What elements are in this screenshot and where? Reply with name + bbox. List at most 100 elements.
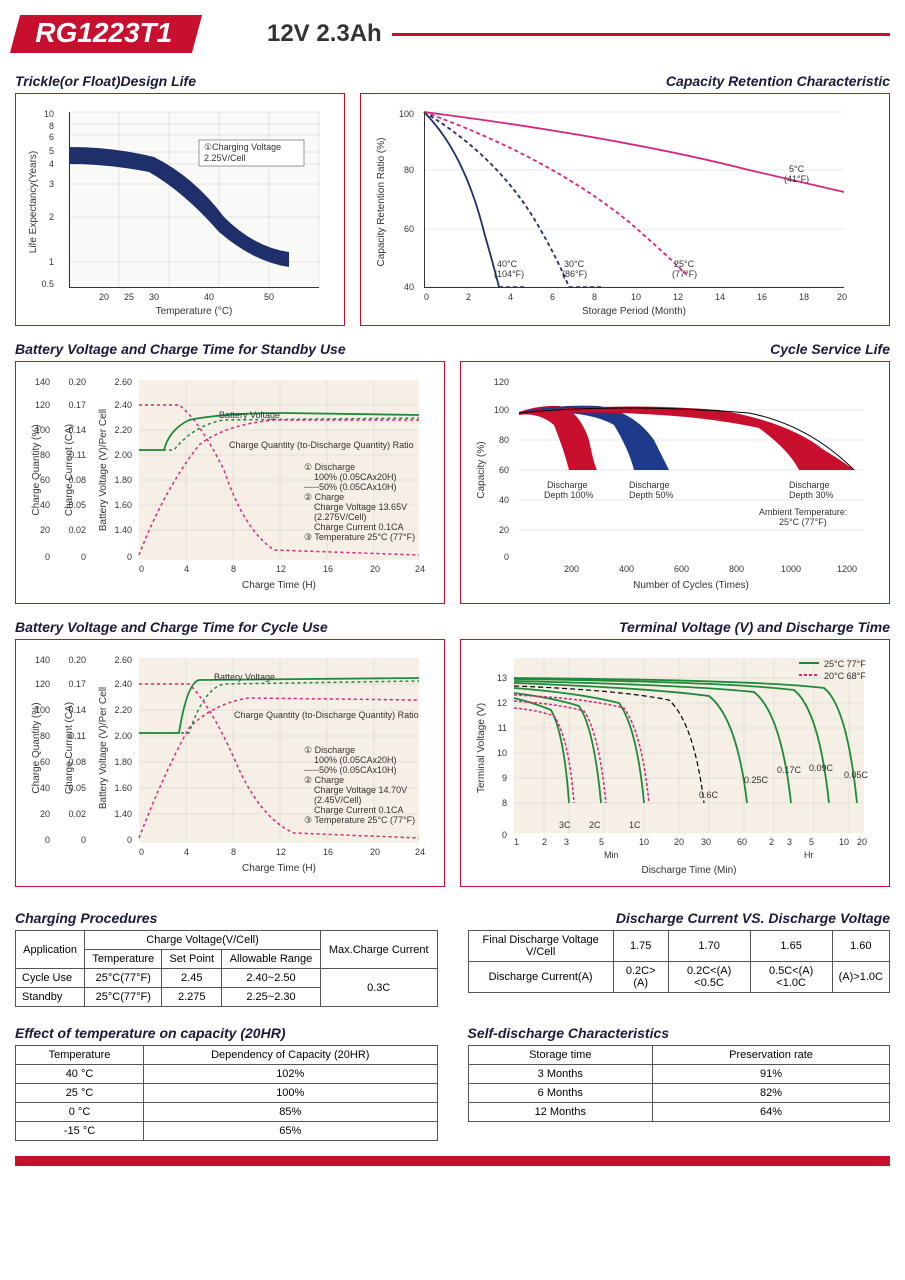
svg-text:Life Expectancy(Years): Life Expectancy(Years) — [28, 151, 39, 253]
svg-text:80: 80 — [40, 450, 50, 460]
svg-text:(41°F): (41°F) — [784, 174, 809, 184]
svg-text:Charge Time (H): Charge Time (H) — [242, 580, 316, 591]
svg-text:80: 80 — [404, 165, 414, 175]
svg-text:4: 4 — [184, 847, 189, 857]
svg-text:80: 80 — [40, 731, 50, 741]
svg-text:1.40: 1.40 — [114, 809, 132, 819]
header-line — [392, 33, 890, 36]
svg-text:0: 0 — [127, 552, 132, 562]
svg-text:Depth 50%: Depth 50% — [629, 490, 674, 500]
model-text: RG1223T1 — [35, 17, 172, 49]
svg-text:3: 3 — [49, 179, 54, 189]
svg-text:4: 4 — [184, 564, 189, 574]
svg-text:600: 600 — [674, 564, 689, 574]
svg-text:(104°F): (104°F) — [494, 269, 524, 279]
svg-text:Storage Period (Month): Storage Period (Month) — [582, 306, 686, 317]
svg-text:Number of Cycles (Times): Number of Cycles (Times) — [633, 580, 749, 591]
svg-text:2C: 2C — [589, 820, 601, 830]
svg-text:0.6C: 0.6C — [699, 790, 719, 800]
svg-text:20: 20 — [370, 564, 380, 574]
svg-text:100: 100 — [494, 405, 509, 415]
svg-text:3: 3 — [787, 837, 792, 847]
svg-text:Charge Current (CA): Charge Current (CA) — [64, 702, 75, 794]
svg-text:8: 8 — [49, 121, 54, 131]
svg-text:Battery Voltage: Battery Voltage — [219, 410, 280, 420]
svg-text:60: 60 — [40, 475, 50, 485]
svg-text:120: 120 — [494, 377, 509, 387]
svg-text:20: 20 — [499, 525, 509, 535]
svg-text:30: 30 — [701, 837, 711, 847]
svg-text:11: 11 — [498, 723, 507, 733]
svg-text:13: 13 — [497, 673, 507, 683]
svg-text:(2.275V/Cell): (2.275V/Cell) — [314, 512, 367, 522]
svg-text:Depth 100%: Depth 100% — [544, 490, 594, 500]
svg-text:12: 12 — [276, 847, 286, 857]
svg-text:1: 1 — [514, 837, 519, 847]
svg-text:3: 3 — [564, 837, 569, 847]
svg-text:30: 30 — [149, 292, 159, 302]
svg-text:10: 10 — [631, 292, 641, 302]
svg-text:Battery Voltage (V)/Per Cell: Battery Voltage (V)/Per Cell — [98, 409, 109, 531]
svg-text:8: 8 — [502, 798, 507, 808]
svg-text:③ Temperature 25°C (77°F): ③ Temperature 25°C (77°F) — [304, 532, 415, 542]
svg-text:0: 0 — [139, 564, 144, 574]
svg-text:20°C 68°F: 20°C 68°F — [824, 671, 866, 681]
svg-text:-----50% (0.05CAx10H): -----50% (0.05CAx10H) — [304, 765, 397, 775]
svg-text:0.02: 0.02 — [68, 525, 86, 535]
svg-text:(86°F): (86°F) — [562, 269, 587, 279]
svg-text:140: 140 — [35, 655, 50, 665]
svg-text:2.40: 2.40 — [114, 679, 132, 689]
svg-text:Charge Voltage 13.65V: Charge Voltage 13.65V — [314, 502, 407, 512]
svg-text:6: 6 — [49, 132, 54, 142]
svg-text:6: 6 — [550, 292, 555, 302]
svg-text:100: 100 — [35, 425, 50, 435]
svg-text:800: 800 — [729, 564, 744, 574]
svg-text:①Charging Voltage: ①Charging Voltage — [204, 142, 281, 152]
svg-text:30°C: 30°C — [564, 259, 585, 269]
svg-text:Temperature (°C): Temperature (°C) — [156, 306, 233, 317]
svg-text:18: 18 — [799, 292, 809, 302]
svg-text:② Charge: ② Charge — [304, 492, 344, 502]
svg-text:20: 20 — [40, 525, 50, 535]
svg-text:0.5: 0.5 — [41, 279, 54, 289]
svg-text:40: 40 — [204, 292, 214, 302]
svg-text:8: 8 — [231, 564, 236, 574]
svg-text:Discharge: Discharge — [789, 480, 830, 490]
svg-text:4: 4 — [508, 292, 513, 302]
svg-text:Charge Current 0.1CA: Charge Current 0.1CA — [314, 805, 404, 815]
svg-text:2.00: 2.00 — [114, 450, 132, 460]
svg-text:16: 16 — [757, 292, 767, 302]
table-title-temp: Effect of temperature on capacity (20HR) — [15, 1025, 438, 1041]
svg-text:16: 16 — [323, 847, 333, 857]
svg-text:25°C 77°F: 25°C 77°F — [824, 659, 866, 669]
svg-text:0.20: 0.20 — [68, 377, 86, 387]
chart-standby: Charge Quantity (%) Charge Current (CA) … — [15, 361, 445, 604]
svg-text:Discharge: Discharge — [547, 480, 588, 490]
svg-text:Terminal Voltage (V): Terminal Voltage (V) — [476, 703, 487, 793]
svg-text:40: 40 — [404, 282, 414, 292]
svg-text:9: 9 — [502, 773, 507, 783]
svg-text:Min: Min — [604, 850, 619, 860]
svg-text:0: 0 — [127, 835, 132, 845]
svg-text:120: 120 — [35, 679, 50, 689]
svg-text:Capacity (%): Capacity (%) — [476, 441, 487, 498]
svg-text:20: 20 — [370, 847, 380, 857]
svg-text:(2.45V/Cell): (2.45V/Cell) — [314, 795, 362, 805]
svg-text:0.09C: 0.09C — [809, 763, 834, 773]
svg-text:0: 0 — [502, 830, 507, 840]
svg-text:0.17: 0.17 — [68, 400, 86, 410]
svg-text:2: 2 — [542, 837, 547, 847]
svg-text:Charge Quantity (to-Discharge: Charge Quantity (to-Discharge Quantity) … — [234, 710, 419, 720]
svg-text:3C: 3C — [559, 820, 571, 830]
svg-text:② Charge: ② Charge — [304, 775, 344, 785]
svg-text:0.25C: 0.25C — [744, 775, 769, 785]
svg-text:0.20: 0.20 — [68, 655, 86, 665]
svg-text:12: 12 — [673, 292, 683, 302]
svg-text:0: 0 — [424, 292, 429, 302]
svg-text:5: 5 — [599, 837, 604, 847]
chart-title-cycle-use: Battery Voltage and Charge Time for Cycl… — [15, 619, 445, 635]
svg-text:60: 60 — [40, 757, 50, 767]
svg-text:120: 120 — [35, 400, 50, 410]
svg-text:2.40: 2.40 — [114, 400, 132, 410]
svg-text:Charge Time (H): Charge Time (H) — [242, 863, 316, 874]
